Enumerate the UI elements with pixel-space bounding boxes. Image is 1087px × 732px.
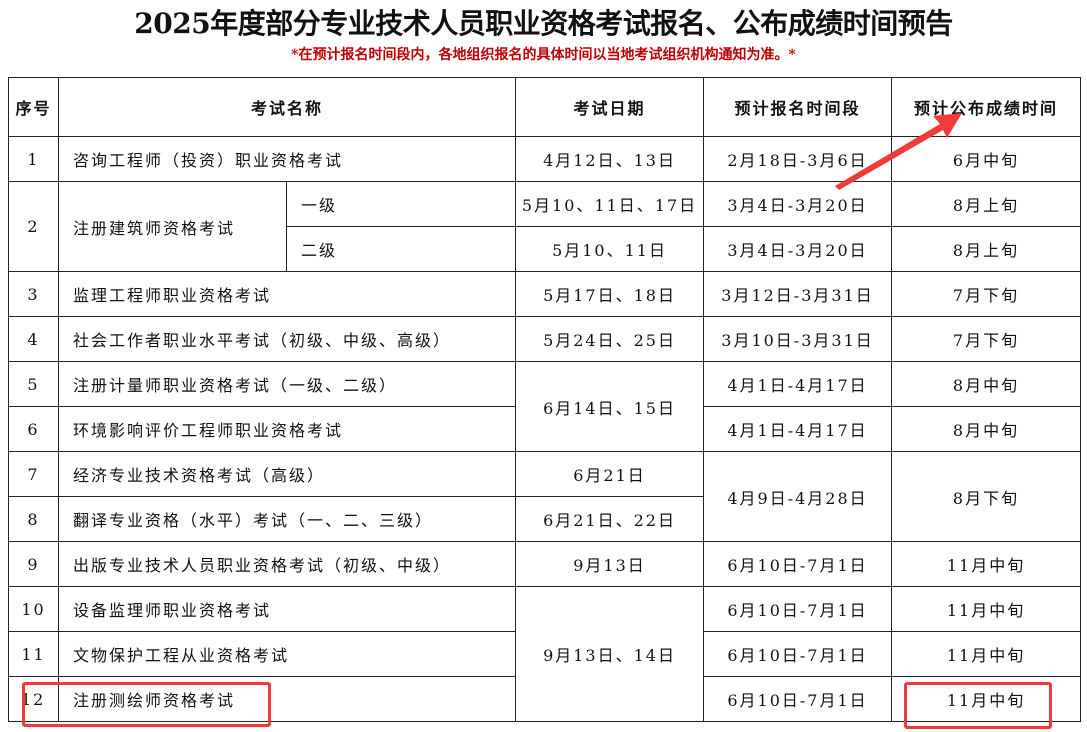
table-row: 11 文物保护工程从业资格考试 6月10日-7月1日 11月中旬: [8, 631, 1082, 677]
cell-result: 8月中旬: [891, 406, 1082, 452]
table-header-row: 序号 考试名称 考试日期 预计报名时间段 预计公布成绩时间: [8, 77, 1082, 137]
cell-no: 7: [8, 451, 59, 497]
cell-sub: 二级: [285, 226, 517, 272]
page-title: 2025年度部分专业技术人员职业资格考试报名、公布成绩时间预告: [134, 7, 953, 40]
cell-name: 咨询工程师（投资）职业资格考试: [57, 136, 517, 182]
cell-reg: 6月10日-7月1日: [703, 676, 893, 722]
cell-name: 出版专业技术人员职业资格考试（初级、中级）: [57, 541, 517, 587]
highlight-box-result: [904, 682, 1052, 729]
cell-date: 4月12日、13日: [515, 136, 705, 182]
highlight-box-name: [22, 682, 271, 727]
cell-date: 5月24日、25日: [515, 316, 705, 362]
cell-no: 10: [8, 586, 59, 632]
exam-schedule-table: 序号 考试名称 考试日期 预计报名时间段 预计公布成绩时间 1 咨询工程师（投资…: [8, 77, 1082, 722]
cell-result: 6月中旬: [891, 136, 1082, 182]
table-row: 1 咨询工程师（投资）职业资格考试 4月12日、13日 2月18日-3月6日 6…: [8, 136, 1082, 182]
cell-date: 9月13日、14日: [515, 586, 705, 722]
cell-name: 经济专业技术资格考试（高级）: [57, 451, 517, 497]
cell-reg: 3月4日-3月20日: [703, 181, 893, 227]
cell-no: 1: [8, 136, 59, 182]
cell-date: 5月17日、18日: [515, 271, 705, 317]
cell-name: 注册建筑师资格考试: [58, 181, 287, 272]
table-row: 9 出版专业技术人员职业资格考试（初级、中级） 9月13日 6月10日-7月1日…: [8, 541, 1082, 587]
cell-date: 5月10、11日、17日: [515, 181, 705, 227]
table-row: 4 社会工作者职业水平考试（初级、中级、高级） 5月24日、25日 3月10日-…: [8, 316, 1082, 362]
cell-reg: 6月10日-7月1日: [703, 631, 893, 677]
cell-sub: 一级: [285, 181, 517, 227]
cell-name: 文物保护工程从业资格考试: [57, 631, 517, 677]
header-name: 考试名称: [57, 77, 517, 137]
cell-result: 7月下旬: [891, 271, 1082, 317]
cell-result: 11月中旬: [891, 586, 1082, 632]
cell-result: 8月上旬: [891, 226, 1082, 272]
cell-reg: 6月10日-7月1日: [703, 541, 893, 587]
header-reg: 预计报名时间段: [703, 77, 893, 137]
table-row: 2 注册建筑师资格考试 一级 5月10、11日、17日 3月4日-3月20日 8…: [8, 181, 1082, 272]
table-row: 8 翻译专业资格（水平）考试（一、二、三级） 6月21日、22日: [8, 496, 1081, 542]
cell-result: 11月中旬: [891, 631, 1082, 677]
table-row: 5 注册计量师职业资格考试（一级、二级） 6月14日、15日 4月1日-4月17…: [8, 361, 1082, 452]
subtitle-note: *在预计报名时间段内，各地组织报名的具体时间以当地考试组织机构通知为准。*: [291, 47, 796, 63]
cell-name: 社会工作者职业水平考试（初级、中级、高级）: [57, 316, 517, 362]
cell-date: 5月10、11日: [515, 226, 705, 272]
cell-name: 监理工程师职业资格考试: [57, 271, 517, 317]
cell-reg: 3月12日-3月31日: [703, 271, 893, 317]
cell-result: 8月下旬: [891, 451, 1082, 542]
table-row: 7 经济专业技术资格考试（高级） 6月21日 4月9日-4月28日 8月下旬: [8, 451, 1082, 542]
cell-name: 翻译专业资格（水平）考试（一、二、三级）: [57, 496, 517, 542]
table-row: 3 监理工程师职业资格考试 5月17日、18日 3月12日-3月31日 7月下旬: [8, 271, 1082, 317]
cell-date: 6月21日、22日: [515, 496, 705, 542]
table-row: 10 设备监理师职业资格考试 9月13日、14日 6月10日-7月1日 11月中…: [8, 586, 1082, 722]
cell-result: 8月中旬: [891, 361, 1082, 407]
cell-reg: 3月4日-3月20日: [703, 226, 893, 272]
cell-no: 6: [8, 406, 59, 452]
table-row: 二级 5月10、11日 3月4日-3月20日 8月上旬: [9, 226, 1082, 272]
header-result: 预计公布成绩时间: [891, 77, 1082, 137]
cell-result: 8月上旬: [891, 181, 1082, 227]
cell-reg: 4月1日-4月17日: [703, 406, 893, 452]
cell-name: 注册计量师职业资格考试（一级、二级）: [57, 361, 517, 407]
cell-reg: 6月10日-7月1日: [703, 586, 893, 632]
